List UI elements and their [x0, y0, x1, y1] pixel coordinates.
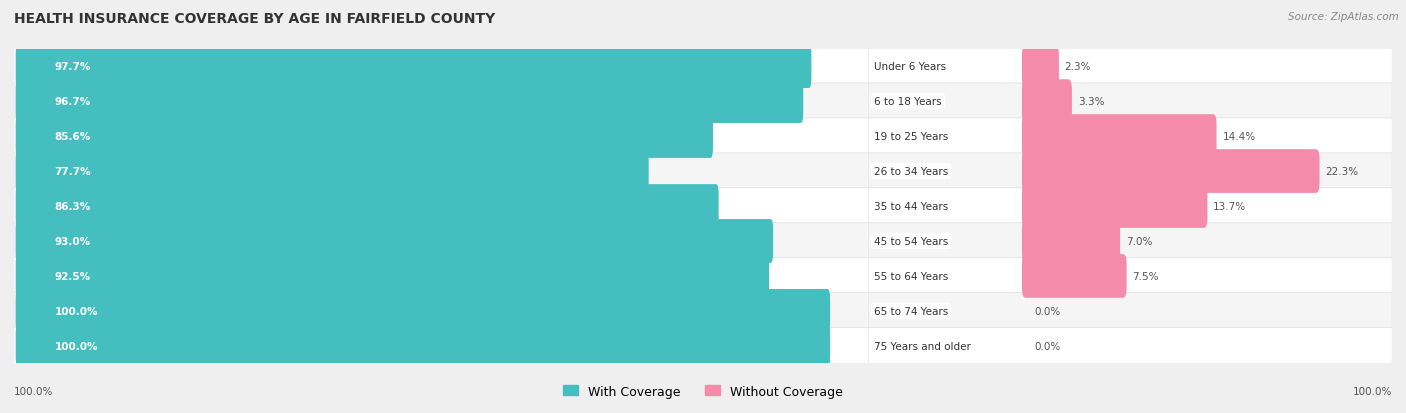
Text: 7.5%: 7.5%	[1132, 271, 1159, 281]
Text: 3.3%: 3.3%	[1078, 97, 1104, 107]
Legend: With Coverage, Without Coverage: With Coverage, Without Coverage	[558, 380, 848, 403]
Text: 97.7%: 97.7%	[55, 62, 91, 72]
Text: 2.3%: 2.3%	[1064, 62, 1091, 72]
FancyBboxPatch shape	[14, 154, 869, 190]
FancyBboxPatch shape	[1022, 80, 1071, 123]
FancyBboxPatch shape	[868, 188, 1392, 225]
Text: 77.7%: 77.7%	[55, 166, 91, 177]
Text: 100.0%: 100.0%	[55, 341, 98, 351]
FancyBboxPatch shape	[1022, 150, 1319, 193]
FancyBboxPatch shape	[15, 324, 830, 368]
Text: 14.4%: 14.4%	[1222, 132, 1256, 142]
FancyBboxPatch shape	[868, 84, 1392, 120]
FancyBboxPatch shape	[14, 84, 869, 120]
FancyBboxPatch shape	[14, 49, 869, 85]
Text: 35 to 44 Years: 35 to 44 Years	[875, 202, 949, 211]
Text: 85.6%: 85.6%	[55, 132, 91, 142]
Text: 100.0%: 100.0%	[14, 387, 53, 396]
FancyBboxPatch shape	[15, 150, 648, 193]
Text: HEALTH INSURANCE COVERAGE BY AGE IN FAIRFIELD COUNTY: HEALTH INSURANCE COVERAGE BY AGE IN FAIR…	[14, 12, 495, 26]
FancyBboxPatch shape	[1022, 45, 1059, 89]
FancyBboxPatch shape	[15, 185, 718, 228]
FancyBboxPatch shape	[868, 293, 1392, 329]
Text: Source: ZipAtlas.com: Source: ZipAtlas.com	[1288, 12, 1399, 22]
Text: 6 to 18 Years: 6 to 18 Years	[875, 97, 942, 107]
FancyBboxPatch shape	[15, 254, 769, 298]
Text: 26 to 34 Years: 26 to 34 Years	[875, 166, 949, 177]
FancyBboxPatch shape	[14, 188, 869, 225]
Text: 92.5%: 92.5%	[55, 271, 91, 281]
Text: 100.0%: 100.0%	[55, 306, 98, 316]
Text: 7.0%: 7.0%	[1126, 236, 1153, 247]
FancyBboxPatch shape	[1022, 254, 1126, 298]
Text: 45 to 54 Years: 45 to 54 Years	[875, 236, 949, 247]
Text: 0.0%: 0.0%	[1035, 341, 1062, 351]
FancyBboxPatch shape	[868, 49, 1392, 85]
FancyBboxPatch shape	[868, 223, 1392, 259]
FancyBboxPatch shape	[14, 293, 869, 329]
Text: 75 Years and older: 75 Years and older	[875, 341, 972, 351]
FancyBboxPatch shape	[15, 290, 830, 333]
Text: Under 6 Years: Under 6 Years	[875, 62, 946, 72]
Text: 86.3%: 86.3%	[55, 202, 91, 211]
Text: 22.3%: 22.3%	[1326, 166, 1358, 177]
FancyBboxPatch shape	[15, 115, 713, 159]
FancyBboxPatch shape	[1022, 115, 1216, 159]
FancyBboxPatch shape	[868, 328, 1392, 364]
FancyBboxPatch shape	[15, 45, 811, 89]
Text: 93.0%: 93.0%	[55, 236, 91, 247]
FancyBboxPatch shape	[15, 80, 803, 123]
FancyBboxPatch shape	[868, 258, 1392, 294]
FancyBboxPatch shape	[868, 154, 1392, 190]
Text: 65 to 74 Years: 65 to 74 Years	[875, 306, 949, 316]
Text: 55 to 64 Years: 55 to 64 Years	[875, 271, 949, 281]
Text: 13.7%: 13.7%	[1213, 202, 1246, 211]
FancyBboxPatch shape	[14, 119, 869, 155]
FancyBboxPatch shape	[14, 258, 869, 294]
FancyBboxPatch shape	[1022, 220, 1121, 263]
Text: 100.0%: 100.0%	[1353, 387, 1392, 396]
FancyBboxPatch shape	[14, 223, 869, 259]
Text: 0.0%: 0.0%	[1035, 306, 1062, 316]
FancyBboxPatch shape	[1022, 185, 1208, 228]
FancyBboxPatch shape	[15, 220, 773, 263]
Text: 96.7%: 96.7%	[55, 97, 91, 107]
FancyBboxPatch shape	[868, 119, 1392, 155]
Text: 19 to 25 Years: 19 to 25 Years	[875, 132, 949, 142]
FancyBboxPatch shape	[14, 328, 869, 364]
